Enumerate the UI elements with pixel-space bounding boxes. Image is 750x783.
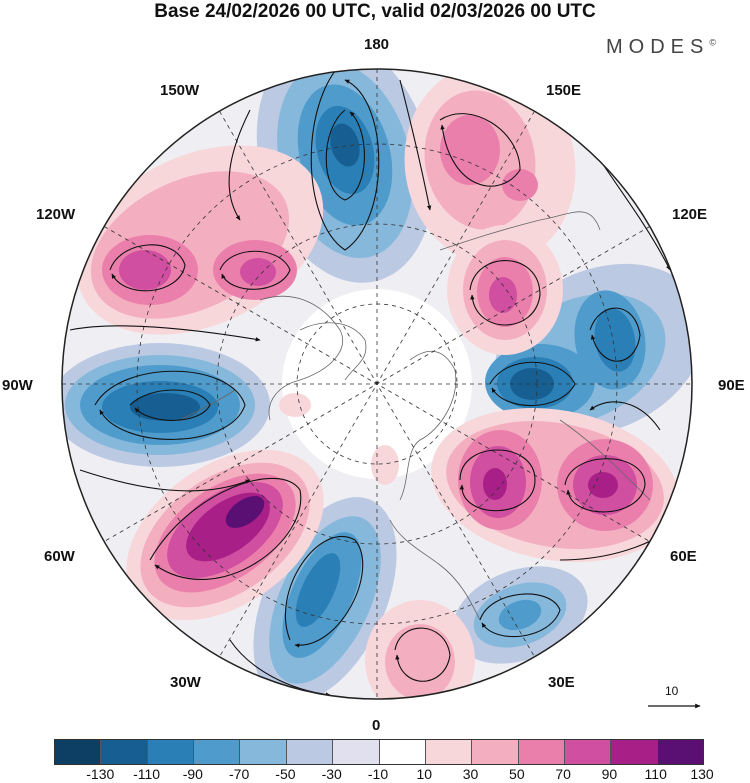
lon-label-30e: 30E [548, 674, 575, 691]
colorbar-tick-label: 50 [509, 766, 525, 782]
high-northwest [76, 145, 324, 335]
graticule [62, 69, 692, 699]
lon-label-120e: 120E [672, 206, 708, 223]
brand-name: MODES [606, 36, 710, 58]
colorbar-tick-label: -130 [86, 766, 115, 782]
low-east [485, 263, 692, 437]
lon-label-150w: 150W [160, 82, 200, 99]
lon-label-60w: 60W [44, 548, 75, 565]
colorbar-swatch [378, 740, 425, 764]
colorbar-tick-label: -90 [182, 766, 203, 782]
lon-label-60e: 60E [670, 548, 697, 565]
colorbar-tick-label: -50 [275, 766, 296, 782]
colorbar-tick-label: -70 [229, 766, 250, 782]
colorbar-swatch [285, 740, 333, 764]
lon-label-0: 0 [372, 717, 381, 734]
colorbar-tick-label: 130 [690, 766, 714, 782]
colorbar-swatch [656, 740, 704, 764]
colorbar-swatch [610, 740, 657, 764]
colorbar-tick-label: 30 [462, 766, 479, 782]
colorbar-swatch [100, 740, 147, 764]
map-disc [62, 69, 692, 699]
lon-label-120w: 120W [36, 206, 76, 223]
colorbar-swatch [471, 740, 518, 764]
low-west [62, 343, 270, 467]
reference-vector-label: 10 [665, 684, 679, 698]
colorbar-tick-label: -10 [367, 766, 389, 782]
colorbar-swatch [146, 740, 194, 764]
high-south [279, 393, 475, 699]
colorbar-swatch [239, 740, 286, 764]
brand-mark: © [709, 37, 716, 48]
colorbar-tick-label: 70 [555, 766, 571, 782]
lon-label-90w: 90W [2, 377, 33, 394]
high-east-northeast [447, 225, 563, 355]
colorbar-swatch [563, 740, 611, 764]
low-south-southeast [452, 566, 588, 664]
lon-label-90e: 90E [718, 377, 745, 394]
lon-label-150e: 150E [546, 82, 582, 99]
map-title: Base 24/02/2026 00 UTC, valid 02/03/2026… [154, 1, 596, 22]
colorbar-tick-label: 90 [601, 766, 618, 782]
map-boundary [61, 68, 693, 700]
pole-marker: + [374, 378, 379, 388]
colorbar-tick-label: 110 [644, 766, 667, 782]
colorbar-swatch [193, 740, 240, 764]
colorbar-swatch [55, 740, 101, 764]
colorbar [54, 739, 704, 765]
high-southwest [126, 449, 324, 621]
coastlines [179, 211, 651, 621]
colorbar-tick-label: -30 [321, 766, 342, 782]
high-southeast [431, 408, 679, 562]
colorbar-swatch [424, 740, 472, 764]
colorbar-swatch [517, 740, 564, 764]
high-northeast [404, 69, 576, 265]
colorbar-tick-label: 10 [416, 766, 433, 782]
brand-logo: MODES© [606, 36, 716, 59]
colorbar-swatch [332, 740, 379, 764]
lon-label-30w: 30W [170, 674, 201, 691]
lon-label-180: 180 [364, 36, 390, 53]
colorbar-tick-label: -110 [133, 766, 161, 782]
